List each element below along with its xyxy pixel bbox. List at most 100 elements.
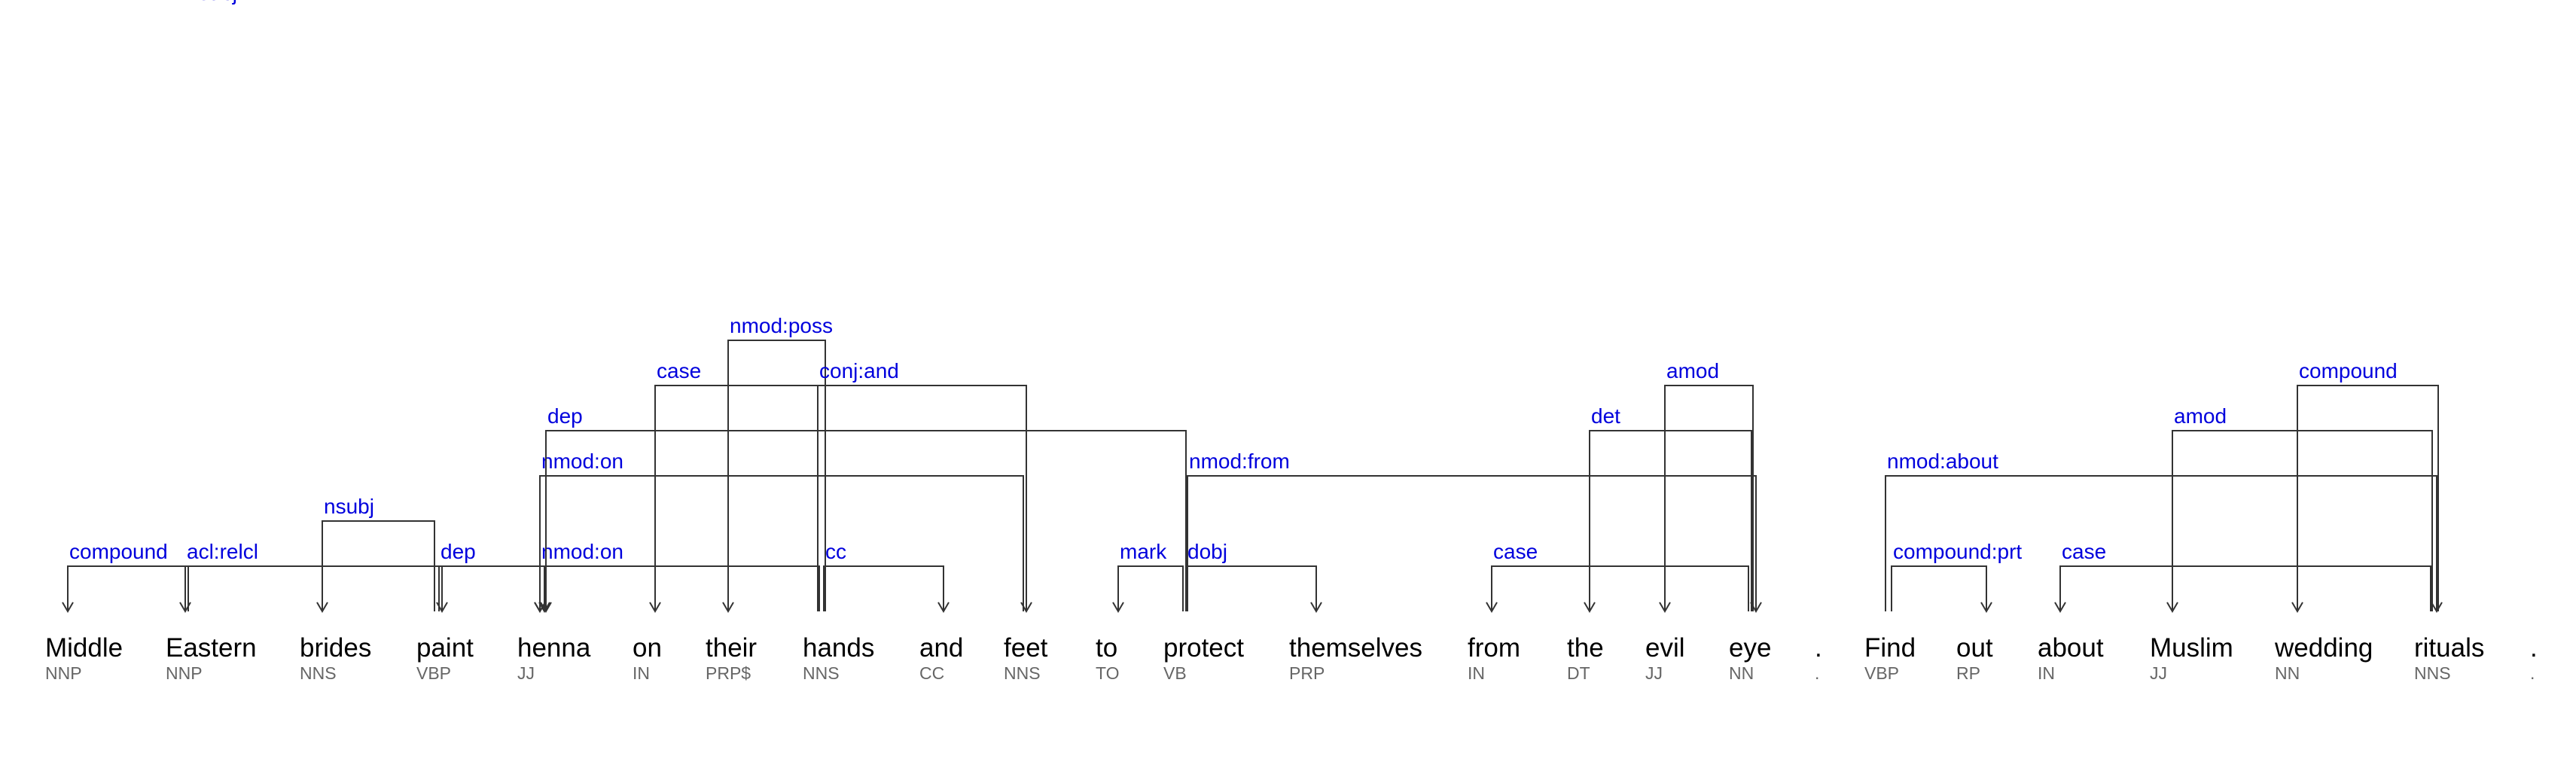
- relation-label: nmod:poss: [730, 314, 833, 337]
- dependency-arc: [2059, 565, 2431, 611]
- relation-label: cc: [825, 540, 846, 563]
- relation-label: case: [657, 359, 701, 382]
- arcs-layer: compound acl:relcl nsubj dep nmod:on nmod:on d…: [62, 0, 2443, 613]
- relation-label: nmod:on: [541, 540, 623, 563]
- token-pos-tag: JJ: [517, 663, 535, 683]
- token-word: hands: [803, 633, 874, 663]
- token-pos-tag: DT: [1567, 663, 1590, 683]
- token-word: henna: [517, 633, 591, 663]
- dependency-arc: [1491, 565, 1749, 611]
- dependency-arc: [1185, 565, 1317, 611]
- arc-arrowhead: [1486, 602, 1498, 613]
- token-pos-tag: JJ: [2150, 663, 2167, 683]
- arc-arrowhead: [534, 602, 546, 613]
- dependency-arc: [539, 475, 1024, 611]
- dependency-arc: [1187, 475, 1757, 611]
- token-word: feet: [1004, 633, 1048, 663]
- dependency-arc: [67, 565, 189, 611]
- arc-arrowhead: [538, 602, 550, 613]
- relation-label: dep: [441, 540, 476, 563]
- dependency-arc: [1117, 565, 1184, 611]
- arc-arrowhead: [1659, 602, 1671, 613]
- relation-label: amod: [2174, 404, 2227, 428]
- token-word: to: [1096, 633, 1117, 663]
- relation-label: nmod:from: [1189, 450, 1290, 473]
- dependency-arc: [1664, 385, 1754, 611]
- token-word: wedding: [2274, 633, 2373, 663]
- dependency-arc: [2172, 430, 2433, 611]
- token-pos-tag: NNS: [300, 663, 337, 683]
- token-pos-tag: NNS: [803, 663, 840, 683]
- token-pos-tag: VBP: [416, 663, 451, 683]
- dependency-arc: [727, 340, 826, 611]
- token-pos-tag: NN: [1729, 663, 1754, 683]
- token-word: evil: [1645, 633, 1685, 663]
- token-pos-tag: PRP: [1289, 663, 1325, 683]
- token-word: out: [1956, 633, 1993, 663]
- arc-arrowhead: [937, 602, 950, 613]
- arc-arrowhead: [649, 602, 661, 613]
- token-pos-tag: CC: [919, 663, 944, 683]
- relation-label: dobj: [1187, 540, 1227, 563]
- relation-label: nsubj: [187, 0, 237, 5]
- dependency-arc: [539, 565, 820, 611]
- token-word: their: [706, 633, 757, 663]
- dependency-arc: [1589, 430, 1752, 611]
- arc-arrowhead: [1584, 602, 1596, 613]
- token-pos-tag: NNS: [1004, 663, 1041, 683]
- relation-label: det: [1591, 404, 1620, 428]
- token-word: Eastern: [166, 633, 257, 663]
- token-pos-tag: TO: [1096, 663, 1120, 683]
- token-word: .: [2530, 633, 2538, 663]
- arc-arrowhead: [2054, 602, 2066, 613]
- dependency-arc: [817, 385, 1027, 611]
- relation-label: compound: [2299, 359, 2398, 382]
- tokens-layer: MiddleNNPEasternNNPbridesNNSpaintVBPhenn…: [45, 633, 2538, 683]
- token-word: Muslim: [2150, 633, 2233, 663]
- relation-label: case: [1493, 540, 1538, 563]
- token-word: on: [633, 633, 662, 663]
- token-word: protect: [1163, 633, 1244, 663]
- relation-label: compound: [69, 540, 168, 563]
- relation-label: compound:prt: [1893, 540, 2022, 563]
- dependency-arc: [545, 430, 1187, 611]
- arc-arrowhead: [2291, 602, 2303, 613]
- token-word: from: [1468, 633, 1520, 663]
- token-pos-tag: IN: [2038, 663, 2055, 683]
- token-word: the: [1567, 633, 1604, 663]
- arc-arrowhead: [179, 602, 191, 613]
- dependency-arc: [1885, 475, 2437, 611]
- arc-arrowhead: [722, 602, 734, 613]
- arc-arrowhead: [540, 602, 552, 613]
- arc-arrowhead: [1020, 602, 1032, 613]
- relation-label: nsubj: [324, 495, 374, 518]
- token-pos-tag: JJ: [1645, 663, 1663, 683]
- relation-label: case: [2062, 540, 2106, 563]
- token-pos-tag: IN: [633, 663, 650, 683]
- dependency-arc: [1891, 565, 1987, 611]
- arc-arrowhead: [1310, 602, 1322, 613]
- token-word: eye: [1729, 633, 1771, 663]
- relation-label: nmod:about: [1887, 450, 1998, 473]
- relation-label: dep: [547, 404, 583, 428]
- token-pos-tag: PRP$: [706, 663, 751, 683]
- token-pos-tag: VB: [1163, 663, 1187, 683]
- relation-label: conj:and: [819, 359, 899, 382]
- token-pos-tag: NNS: [2414, 663, 2451, 683]
- token-pos-tag: VBP: [1864, 663, 1899, 683]
- dependency-arc: [322, 520, 435, 611]
- token-word: Middle: [45, 633, 123, 663]
- token-pos-tag: NNP: [45, 663, 82, 683]
- token-pos-tag: RP: [1956, 663, 1980, 683]
- dependency-arc: [438, 565, 545, 611]
- token-pos-tag: .: [1815, 663, 1819, 683]
- arc-arrowhead: [2166, 602, 2178, 613]
- token-word: about: [2038, 633, 2104, 663]
- token-word: and: [919, 633, 963, 663]
- relation-label: mark: [1120, 540, 1167, 563]
- dependency-arc: [184, 565, 443, 611]
- dependency-arc: [823, 565, 944, 611]
- arc-arrowhead: [2431, 602, 2443, 613]
- token-pos-tag: IN: [1468, 663, 1485, 683]
